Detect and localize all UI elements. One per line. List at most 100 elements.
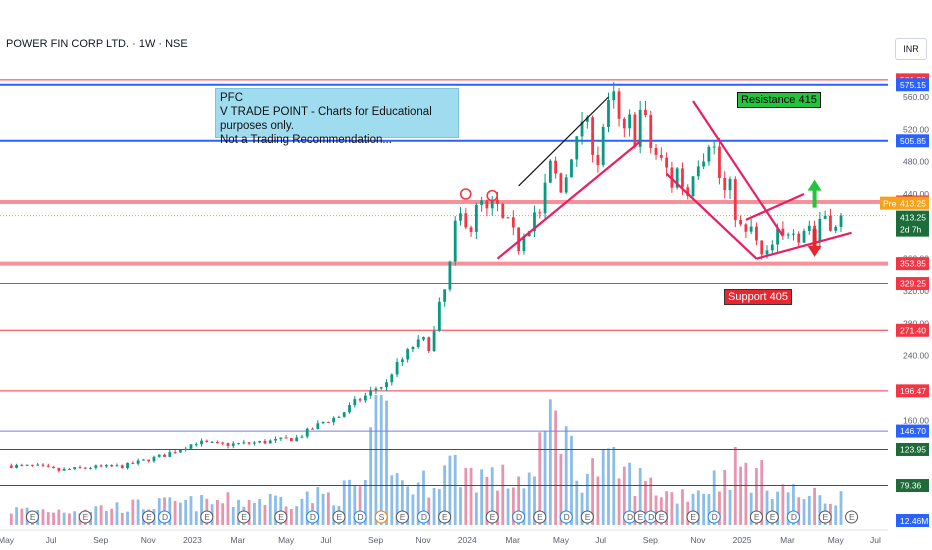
volume-bar [644,480,647,525]
volume-bar [115,502,119,525]
volume-bar [189,496,193,525]
support-label[interactable]: Support 405 [724,289,792,305]
event-marker-letter: E [442,512,448,522]
candle-body [575,136,579,160]
candle-body [258,440,262,443]
candle-body [591,117,595,155]
level-price-tag [896,323,929,337]
candle-body [400,359,404,362]
candle-body [52,466,55,469]
volume-bar [406,486,410,525]
volume-bar [316,487,320,525]
volume-bar [62,512,66,525]
volume-bar [723,469,727,525]
volume-bar [792,484,795,525]
candle-body [263,440,267,444]
volume-bar [395,473,399,525]
volume-bar [570,435,573,525]
candle-body [369,390,373,396]
volume-bar [390,475,394,525]
event-marker-letter: E [823,512,829,522]
event-marker-icon [654,510,668,524]
time-tick-label: Mar [231,535,246,545]
candle-body [564,177,568,193]
event-marker-icon [158,510,172,524]
event-marker-letter: E [146,512,152,522]
volume-bar [813,487,816,525]
candle-body [210,441,214,443]
candle-body [252,442,256,444]
candle-body [247,442,251,444]
candle-body [443,289,447,302]
volume-bar [437,489,441,525]
volume-bar [411,494,415,525]
candle-body [601,126,605,165]
volume-bar [691,493,695,525]
event-marker-icon [332,510,346,524]
event-marker-letter: D [564,512,570,522]
price-axis: 560.00520.00480.00440.00400.00360.00320.… [880,0,932,550]
candles-layer [9,82,843,473]
candle-body [665,157,669,168]
price-tick-label: 440.00 [903,189,929,199]
candle-body [20,464,24,466]
volume-bar [575,480,579,525]
level-price-tag [896,134,929,148]
candle-body [612,91,616,101]
candle-body [374,388,378,391]
event-marker-letter: E [336,512,342,522]
event-marker-icon [274,510,288,524]
currency-button[interactable]: INR [895,38,927,60]
volume-bar [110,508,114,525]
event-marker-letter: E [83,512,89,522]
candle-body [628,114,632,129]
candle-body [633,114,637,147]
candle-body [136,460,140,464]
time-tick-label: Jul [595,535,606,545]
volume-bar [564,426,568,525]
event-marker-icon [142,510,156,524]
candle-body [760,240,764,255]
resistance-label[interactable]: Resistance 415 [737,92,821,108]
candle-body [691,176,695,196]
candle-body [68,468,71,470]
volume-bar [300,498,304,525]
volume-bar [120,512,124,525]
volume-bar [517,476,521,525]
event-marker-letter: S [379,512,385,522]
price-tick-label: 320.00 [903,286,929,296]
volume-bar [263,505,267,525]
volume-bar [358,486,362,525]
level-price-text: 146.70 [900,426,926,436]
volume-bar [326,492,330,525]
volume-bar [522,488,526,525]
candle-body [168,452,172,457]
volume-bar [200,494,203,525]
info-note[interactable]: PFC V TRADE POINT - Charts for Education… [215,88,459,146]
volume-tag [896,514,929,527]
event-marker-letter: D [791,512,797,522]
time-tick-label: May [828,535,845,545]
candle-body [221,442,225,444]
candle-body [316,423,320,430]
candle-body [215,441,219,443]
time-tick-label: Nov [416,535,432,545]
candle-body [480,200,484,205]
pre-market-tag [880,196,898,210]
note-line-2: V TRADE POINT - Charts for Educational p… [220,106,432,132]
candle-body [385,382,388,388]
candle-body [829,215,832,231]
candle-body [496,199,499,204]
level-price-text: 575.15 [900,80,926,90]
candle-body [511,217,515,228]
level-price-text: 329.25 [900,279,926,289]
candle-body [464,213,468,228]
time-tick-label: Mar [780,535,795,545]
time-tick-label: Nov [141,535,157,545]
volume-bar [52,512,55,525]
candle-body [459,213,462,221]
candle-body [718,146,721,178]
event-marker-icon [78,510,92,524]
volume-bar [215,499,219,525]
